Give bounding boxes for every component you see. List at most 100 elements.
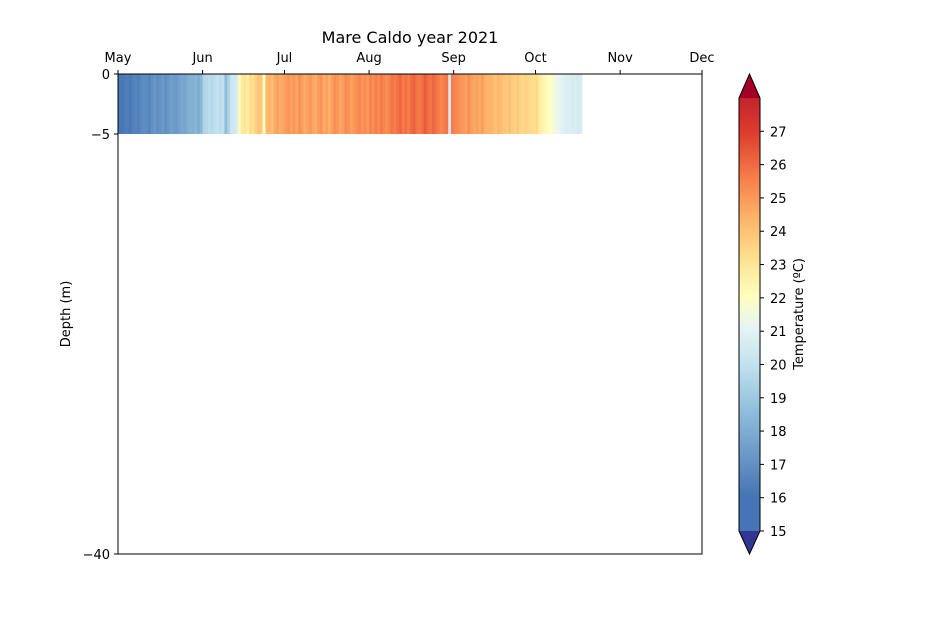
heatmap-cell <box>164 74 168 134</box>
heatmap-cell <box>287 74 291 134</box>
heatmap-cell <box>339 74 343 134</box>
heatmap-cell <box>330 74 334 134</box>
heatmap-cell <box>145 74 149 134</box>
heatmap-cell <box>358 74 362 134</box>
heatmap-cell <box>131 74 135 134</box>
heatmap-cell <box>311 74 315 134</box>
heatmap-cell <box>510 74 515 134</box>
colorbar-tick-label: 19 <box>770 392 787 407</box>
x-tick-label: May <box>105 51 132 66</box>
heatmap-cell <box>240 74 244 134</box>
heatmap-cell <box>202 74 206 134</box>
heatmap-cell <box>319 74 324 134</box>
heatmap-cell <box>486 74 490 134</box>
x-tick-label: Aug <box>356 51 381 66</box>
heatmap-cell <box>235 74 239 134</box>
heatmap-cell <box>502 74 506 134</box>
heatmap-cell <box>161 74 165 134</box>
heatmap-cell <box>369 74 373 134</box>
heatmap-cell <box>254 74 258 134</box>
heatmap-cell <box>524 74 528 134</box>
heatmap-cell <box>448 74 452 134</box>
heatmap-cell <box>123 74 127 134</box>
heatmap-cell <box>216 74 220 134</box>
heatmap-cell <box>279 74 283 134</box>
colorbar-extend-top <box>739 74 760 98</box>
heatmap-cell <box>576 74 580 134</box>
colorbar-tick-label: 23 <box>770 259 787 274</box>
heatmap-cell <box>532 74 536 134</box>
heatmap-cell <box>248 74 253 134</box>
heatmap-cell <box>530 74 534 134</box>
heatmap-cell <box>221 74 225 134</box>
heatmap-cell <box>445 74 449 134</box>
heatmap-cell <box>344 74 348 134</box>
heatmap-cell <box>377 74 381 134</box>
heatmap-cell <box>535 74 539 134</box>
y-tick-label: −40 <box>83 548 110 563</box>
heatmap-cell <box>120 74 124 134</box>
heatmap-cell <box>303 74 307 134</box>
heatmap-cell <box>426 74 430 134</box>
heatmap-cell <box>472 74 476 134</box>
heatmap-cell <box>505 74 509 134</box>
y-tick-label: 0 <box>102 68 110 83</box>
heatmap-cell <box>139 74 143 134</box>
heatmap-cell <box>336 74 340 134</box>
heatmap-cell <box>562 74 566 134</box>
heatmap-cell <box>238 74 242 134</box>
heatmap-cell <box>137 74 141 134</box>
heatmap-cell <box>557 74 561 134</box>
heatmap-cell <box>453 74 457 134</box>
colorbar-tick-label: 27 <box>770 125 787 140</box>
heatmap-cell <box>475 74 479 134</box>
heatmap-cell <box>178 74 182 134</box>
heatmap-cell <box>270 74 274 134</box>
colorbar-tick-label: 24 <box>770 225 787 240</box>
colorbar-extend-bottom <box>739 531 760 554</box>
y-axis: 0 −5 −40 <box>83 68 118 563</box>
heatmap-cell <box>363 74 367 134</box>
heatmap-cell <box>213 74 217 134</box>
heatmap-cell <box>546 74 550 134</box>
heatmap-cell <box>153 74 157 134</box>
heatmap-cell <box>431 74 435 134</box>
colorbar-tick-label: 22 <box>770 292 787 307</box>
heatmap-cell <box>442 74 446 134</box>
colorbar-label: Temperature (ºC) <box>792 258 807 371</box>
heatmap-cell <box>396 74 400 134</box>
heatmap-cell <box>415 74 419 134</box>
chart-title: Mare Caldo year 2021 <box>322 28 499 47</box>
heatmap-cell <box>521 74 525 134</box>
x-tick-label: Oct <box>524 51 546 66</box>
heatmap-cell <box>382 74 386 134</box>
heatmap-cell <box>579 74 583 134</box>
heatmap-cell <box>573 74 577 134</box>
heatmap-cell <box>554 74 558 134</box>
heatmap-cell <box>298 74 302 134</box>
heatmap-cell <box>259 74 263 134</box>
heatmap-band <box>118 74 583 134</box>
heatmap-cell <box>543 74 547 134</box>
heatmap-cell <box>262 74 266 134</box>
x-tick-label: Jun <box>191 51 212 66</box>
heatmap-cell <box>309 74 313 134</box>
heatmap-cell <box>268 74 272 134</box>
heatmap-cell <box>251 74 255 134</box>
heatmap-cell <box>208 74 212 134</box>
heatmap-cell <box>134 74 138 134</box>
heatmap-cell <box>568 74 572 134</box>
heatmap-cell <box>292 74 296 134</box>
y-tick-label: −5 <box>91 128 110 143</box>
heatmap-cell <box>434 74 438 134</box>
heatmap-cell <box>158 74 163 134</box>
heatmap-cell <box>183 74 187 134</box>
heatmap-cell <box>284 74 288 134</box>
heatmap-cell <box>295 74 299 134</box>
colorbar-tick-label: 26 <box>770 159 787 174</box>
heatmap-cell <box>461 74 465 134</box>
heatmap-cell <box>186 74 190 134</box>
y-axis-label: Depth (m) <box>59 281 74 348</box>
heatmap-cell <box>366 74 370 134</box>
